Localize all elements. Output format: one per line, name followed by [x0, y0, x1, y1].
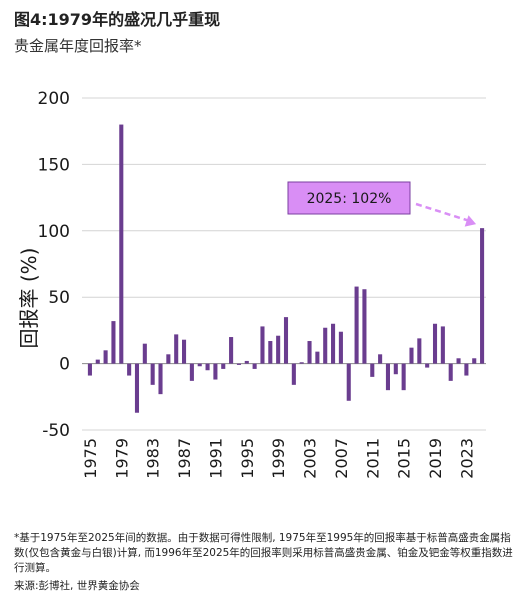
bar-2020: [440, 326, 445, 364]
x-tick-label: 1979: [112, 438, 131, 479]
bar-1995: [244, 360, 249, 364]
bar-1994: [236, 363, 241, 365]
bar-2008: [346, 363, 351, 401]
y-tick-labels: -50 0 50 100 150 200: [38, 89, 70, 441]
bar-1996: [252, 363, 257, 369]
y-axis-label: 回报率 (%): [17, 248, 41, 349]
bar-2019: [432, 323, 438, 364]
x-tick-label: 1991: [206, 438, 225, 479]
bar-1988: [189, 363, 194, 381]
bar-1981: [134, 363, 140, 413]
chart-subtitle: 贵金属年度回报率*: [14, 37, 142, 55]
annotation-label: 2025: 102%: [307, 191, 392, 207]
x-tick-label: 2003: [301, 438, 320, 479]
bar-1990: [205, 363, 210, 371]
bar-1987: [182, 339, 187, 364]
x-tick-labels: 1975 1979 1983 1987 1991 1995 1999 2003 2007 2011…: [81, 438, 476, 479]
bar-2018: [425, 363, 430, 368]
source-note: 来源:彭博社, 世界黄金协会: [14, 580, 140, 592]
bar-2002: [299, 362, 304, 364]
x-tick-label: 2007: [332, 438, 351, 479]
bar-2001: [291, 363, 296, 385]
bar-2021: [448, 363, 453, 381]
bar-1997: [260, 326, 265, 364]
x-tick-label: 2019: [426, 438, 445, 479]
bar-2000: [283, 317, 289, 364]
bar-1999: [276, 335, 281, 364]
bar-2016: [409, 347, 414, 364]
bar-2003: [307, 341, 312, 364]
x-tick-label: 1999: [269, 438, 288, 479]
bar-2009: [354, 286, 359, 364]
bar-2025: [480, 228, 485, 364]
bar-1978: [111, 321, 116, 364]
bar-1977: [103, 350, 108, 364]
bar-1991: [213, 363, 218, 380]
y-tick-label: 200: [38, 89, 70, 109]
footnote: *基于1975年至2025年间的数据。由于数据可得性限制, 1975年至1995…: [14, 532, 513, 574]
x-tick-label: 1975: [81, 438, 100, 479]
bar-1979: [119, 124, 124, 364]
bar-1984: [158, 363, 163, 395]
bar-2004: [315, 351, 320, 364]
bar-1986: [174, 334, 179, 364]
bars: [87, 124, 485, 413]
y-tick-label: 50: [48, 288, 70, 308]
bar-2005: [323, 327, 328, 364]
bar-2017: [417, 338, 422, 364]
bar-1985: [166, 354, 171, 364]
annotation-arrow-head: [464, 215, 477, 227]
bar-2015: [401, 363, 406, 391]
chart-title: 图4:1979年的盛况几乎重现: [14, 10, 221, 29]
annotation-arrow-line: [415, 202, 471, 223]
bar-1980: [127, 363, 132, 376]
y-tick-label: 100: [38, 222, 70, 242]
bar-1993: [229, 337, 234, 364]
bar-2007: [338, 331, 343, 364]
annotation-box: [287, 181, 411, 215]
bar-2006: [331, 323, 336, 364]
bar-2010: [362, 289, 367, 364]
y-tick-label: 150: [38, 155, 70, 175]
bar-2011: [370, 363, 375, 377]
x-tick-label: 1995: [238, 438, 257, 479]
x-tick-label: 2023: [457, 438, 476, 479]
bar-1982: [142, 343, 147, 364]
bar-2023: [464, 363, 469, 376]
x-tick-label: 2015: [395, 438, 414, 479]
bar-1976: [95, 359, 100, 364]
bar-2024: [472, 358, 477, 364]
y-tick-label: 0: [59, 355, 70, 375]
bar-1975: [87, 363, 92, 376]
x-tick-label: 1983: [144, 438, 163, 479]
x-tick-label: 1987: [175, 438, 194, 479]
bar-2022: [456, 358, 461, 364]
bar-1998: [268, 341, 273, 364]
bar-2012: [378, 354, 383, 364]
gridlines: [82, 97, 486, 431]
bar-1992: [221, 363, 226, 369]
annotation: 2025: 102%: [287, 181, 477, 227]
bar-chart: -50 0 50 100 150 200 1975 1979 1983 1987 1991 1995…: [17, 89, 486, 479]
bar-2013: [385, 363, 390, 391]
bar-2014: [393, 363, 398, 375]
x-tick-label: 2011: [363, 438, 382, 479]
bar-1989: [197, 363, 202, 367]
bar-1983: [150, 363, 155, 385]
y-tick-label: -50: [42, 421, 70, 441]
